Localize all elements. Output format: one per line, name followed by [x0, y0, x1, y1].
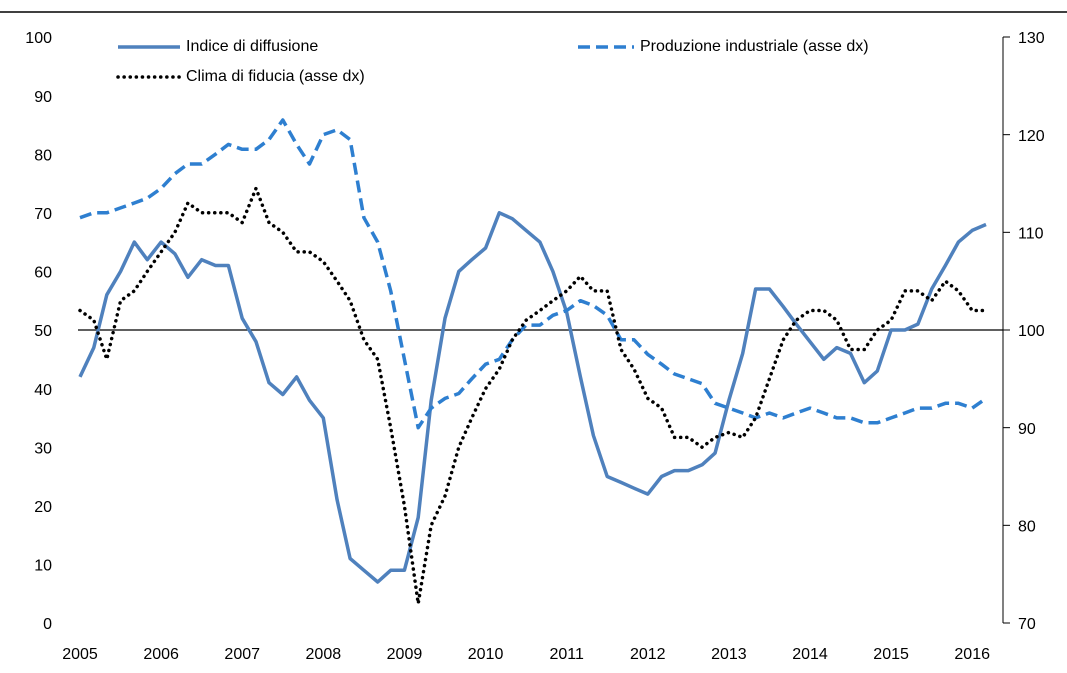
series-line	[79, 118, 988, 430]
y-tick-label: 70	[34, 206, 52, 223]
legend-label: Clima di fiducia (asse dx)	[186, 68, 365, 85]
y2-tick-label: 90	[1018, 421, 1036, 438]
y-tick-label: 60	[34, 265, 52, 282]
y-tick-label: 40	[34, 382, 52, 399]
x-tick-label: 2015	[873, 646, 909, 663]
x-tick-label: 2008	[306, 646, 342, 663]
legend-label: Indice di diffusione	[186, 38, 318, 55]
series-line	[78, 186, 988, 606]
y-tick-label: 10	[34, 558, 52, 575]
x-tick-label: 2009	[387, 646, 423, 663]
y2-tick-label: 120	[1018, 128, 1045, 145]
x-tick-label: 2014	[792, 646, 828, 663]
x-tick-label: 2011	[549, 646, 584, 663]
y-tick-label: 20	[34, 499, 52, 516]
y-tick-label: 80	[34, 147, 52, 164]
y2-tick-label: 80	[1018, 519, 1036, 536]
y-tick-label: 90	[34, 89, 52, 106]
x-tick-label: 2016	[954, 646, 990, 663]
y2-tick-label: 110	[1018, 226, 1044, 243]
y-tick-label: 0	[43, 616, 52, 633]
y2-tick-label: 100	[1018, 323, 1045, 340]
legend-label: Produzione industriale (asse dx)	[640, 38, 869, 55]
y-tick-label: 30	[34, 440, 52, 457]
y-tick-label: 100	[25, 30, 52, 47]
x-tick-label: 2005	[62, 646, 98, 663]
y2-tick-label: 130	[1018, 30, 1045, 47]
x-tick-label: 2012	[630, 646, 666, 663]
x-tick-label: 2013	[711, 646, 747, 663]
series-line	[78, 211, 987, 584]
y-tick-label: 50	[34, 323, 52, 340]
x-tick-label: 2006	[143, 646, 179, 663]
y2-tick-label: 70	[1018, 616, 1036, 633]
x-tick-label: 2010	[468, 646, 504, 663]
x-tick-label: 2007	[224, 646, 260, 663]
